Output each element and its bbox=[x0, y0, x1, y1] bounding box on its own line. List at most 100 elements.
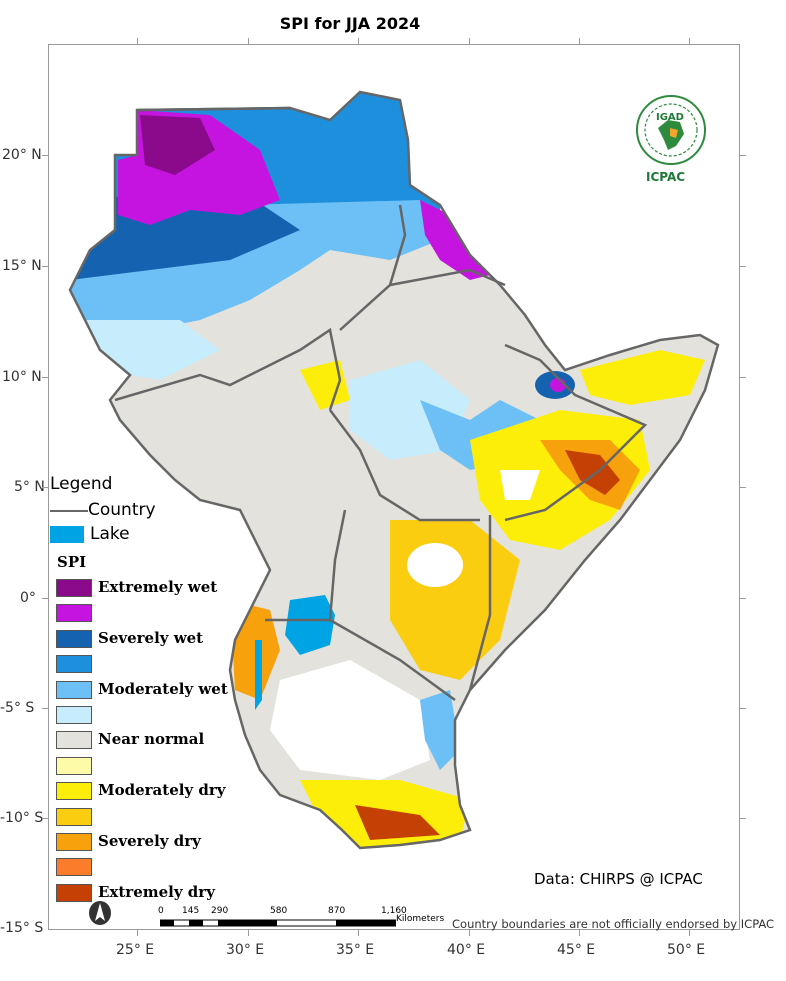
lake-victoria bbox=[285, 595, 335, 655]
igad-icpac-logo: IGAD ICPAC bbox=[630, 94, 712, 190]
tick bbox=[740, 708, 746, 709]
tick bbox=[740, 598, 746, 599]
legend-swatch-12 bbox=[56, 884, 92, 902]
legend-label-2: Severely wet bbox=[98, 629, 204, 647]
tick bbox=[358, 38, 359, 44]
legend-title: Legend bbox=[50, 474, 113, 494]
scale-tick-580: 580 bbox=[270, 906, 288, 916]
legend-label-10: Severely dry bbox=[98, 832, 201, 850]
scale-bar bbox=[160, 919, 396, 927]
wet-coast-tanzania bbox=[420, 690, 460, 770]
tick bbox=[689, 930, 690, 936]
legend-swatch-9 bbox=[56, 808, 92, 826]
tick bbox=[42, 598, 48, 599]
tick bbox=[42, 377, 48, 378]
legend-swatch-7 bbox=[56, 757, 92, 775]
country-outline bbox=[68, 90, 720, 850]
legend-swatch-5 bbox=[56, 706, 92, 724]
legend-swatch-11 bbox=[56, 858, 92, 876]
data-credit: Data: CHIRPS @ ICPAC bbox=[534, 870, 703, 888]
lat-label-15s: -15° S bbox=[0, 920, 44, 936]
border-eritrea bbox=[389, 268, 506, 287]
legend-swatch-4 bbox=[56, 681, 92, 699]
tick bbox=[42, 818, 48, 819]
legend-label-8: Moderately dry bbox=[98, 781, 226, 799]
tick bbox=[358, 930, 359, 936]
country-line-icon bbox=[50, 510, 88, 512]
border-ethiopia-west bbox=[339, 204, 407, 331]
legend-swatch-2 bbox=[56, 630, 92, 648]
legend-swatch-0 bbox=[56, 579, 92, 597]
legend-label-12: Extremely dry bbox=[98, 883, 215, 901]
lon-label-50e: 50° E bbox=[667, 942, 706, 958]
tick bbox=[740, 377, 746, 378]
tick bbox=[42, 708, 48, 709]
north-arrow-icon bbox=[89, 901, 111, 925]
legend-label-0: Extremely wet bbox=[98, 578, 218, 596]
tick bbox=[137, 38, 138, 44]
tick bbox=[42, 487, 48, 488]
extreme-wet-dark-nw bbox=[140, 115, 215, 175]
legend-country-label: Country bbox=[88, 500, 156, 520]
extreme-wet-purple-ne bbox=[420, 200, 490, 280]
tick bbox=[248, 38, 249, 44]
border-kenya-somalia bbox=[468, 515, 492, 691]
legend-swatch-6 bbox=[56, 731, 92, 749]
lat-label-5n: 5° N bbox=[14, 479, 45, 495]
extreme-dry-tanzania-south bbox=[355, 805, 440, 840]
border-sudan-egypt bbox=[136, 106, 291, 112]
lon-label-30e: 30° E bbox=[226, 942, 265, 958]
lat-label-10n: 10° N bbox=[2, 369, 42, 385]
lake-tanganyika bbox=[255, 640, 262, 710]
legend-swatch-3 bbox=[56, 655, 92, 673]
tick bbox=[137, 930, 138, 936]
lon-label-45e: 45° E bbox=[557, 942, 596, 958]
lat-label-15n: 15° N bbox=[2, 258, 42, 274]
legend-swatch-10 bbox=[56, 833, 92, 851]
tick bbox=[579, 930, 580, 936]
scale-tick-290: 290 bbox=[211, 906, 229, 916]
legend-lake-swatch bbox=[50, 526, 84, 543]
lat-label-5s: -5° S bbox=[0, 700, 35, 716]
lat-label-0: 0° bbox=[20, 590, 36, 606]
no-data-kenya bbox=[407, 543, 463, 587]
boundary-disclaimer: Country boundaries are not officially en… bbox=[452, 917, 775, 931]
scale-tick-0: 0 bbox=[158, 906, 164, 916]
tick bbox=[689, 38, 690, 44]
tick bbox=[42, 266, 48, 267]
no-data-tanzania bbox=[270, 660, 430, 780]
logo-top-text: IGAD bbox=[656, 112, 684, 123]
extreme-dry-ethiopia-east bbox=[565, 450, 620, 495]
legend-swatch-1 bbox=[56, 604, 92, 622]
scale-unit: Kilometers bbox=[396, 914, 445, 924]
tick bbox=[469, 930, 470, 936]
tick bbox=[248, 930, 249, 936]
scale-tick-870: 870 bbox=[328, 906, 346, 916]
scale-tick-1160: 1,160 bbox=[381, 906, 407, 916]
border-sudan-south bbox=[114, 327, 342, 411]
lon-label-40e: 40° E bbox=[447, 942, 486, 958]
border-south-sudan-kenya bbox=[329, 409, 480, 522]
tick bbox=[740, 155, 746, 156]
legend-lake-label: Lake bbox=[90, 524, 130, 544]
map-title: SPI for JJA 2024 bbox=[279, 14, 421, 33]
dry-zone-somalia-north bbox=[580, 350, 705, 405]
tick bbox=[42, 155, 48, 156]
tick bbox=[740, 487, 746, 488]
lat-label-10s: -10° S bbox=[0, 810, 44, 826]
legend-label-6: Near normal bbox=[98, 730, 205, 748]
legend-label-4: Moderately wet bbox=[98, 680, 228, 698]
logo-bottom-text: ICPAC bbox=[646, 170, 686, 184]
legend-swatch-8 bbox=[56, 782, 92, 800]
tick bbox=[740, 266, 746, 267]
lat-label-20n: 20° N bbox=[2, 147, 42, 163]
tick bbox=[740, 818, 746, 819]
legend-spi-title: SPI bbox=[57, 553, 87, 571]
igad-emblem-icon bbox=[636, 95, 706, 165]
border-ethiopia-somalia bbox=[504, 343, 648, 522]
lon-label-25e: 25° E bbox=[116, 942, 155, 958]
tick bbox=[469, 38, 470, 44]
scale-tick-145: 145 bbox=[182, 906, 200, 916]
no-data-somalia bbox=[500, 470, 540, 500]
